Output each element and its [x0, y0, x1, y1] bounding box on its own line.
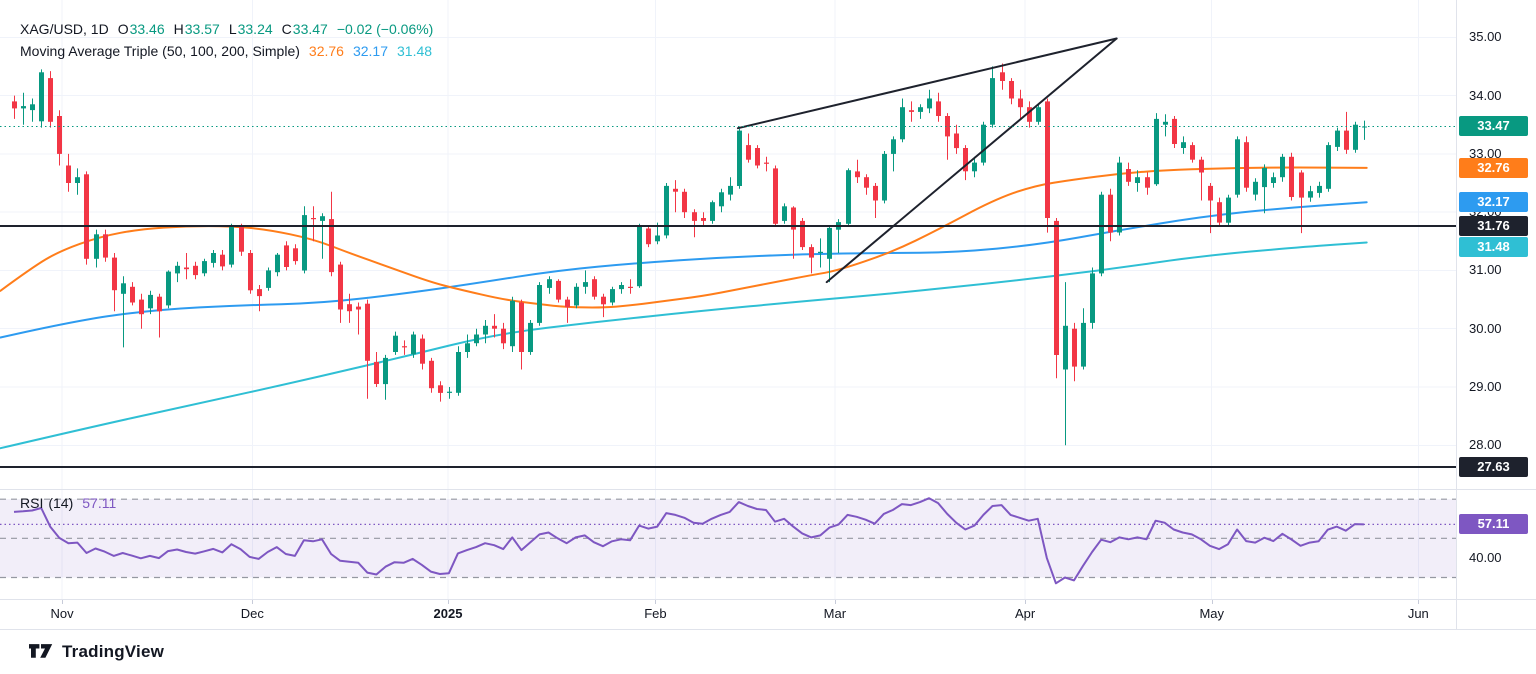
time-tick-label-may: May [1199, 606, 1224, 621]
open-value: 33.46 [129, 21, 165, 37]
time-tick-label-apr: Apr [1014, 606, 1036, 621]
rsi-value: 57.11 [82, 495, 117, 511]
open-item: O 33.46 [118, 21, 165, 37]
ma-indicator-title[interactable]: Moving Average Triple (50, 100, 200, Sim… [20, 43, 300, 59]
tradingview-attribution[interactable]: TradingView [29, 642, 164, 662]
high-value: 33.57 [184, 21, 220, 37]
low-label: L [228, 21, 237, 37]
month-gridlines [61, 0, 1419, 599]
time-tick-label-nov: Nov [50, 606, 74, 621]
price-tick-label: 28.00 [1469, 437, 1502, 453]
symbol-title[interactable]: XAG/USD, 1D [20, 21, 109, 37]
rsi-indicator-title[interactable]: RSI [20, 495, 44, 511]
trendline-upper[interactable] [736, 37, 1118, 130]
trendline-lower[interactable] [825, 37, 1118, 284]
time-tick-label-feb: Feb [644, 606, 667, 621]
price-tick-label: 35.00 [1469, 29, 1502, 45]
pane-borders [0, 0, 1536, 630]
price-tick-label: 30.00 [1469, 320, 1502, 336]
ma100-line [0, 201, 1368, 339]
price-badge-31-76: 31.76 [1459, 216, 1528, 237]
high-label: H [173, 21, 184, 37]
high-item: H 33.57 [174, 21, 220, 37]
ma200-line [0, 241, 1368, 450]
low-value: 33.24 [237, 21, 273, 37]
price-tick-label: 33.00 [1469, 145, 1502, 161]
time-tick-label-mar: Mar [823, 606, 847, 621]
low-item: L 33.24 [229, 21, 273, 37]
time-tick-label-jun: Jun [1407, 606, 1429, 621]
symbol-legend-row: XAG/USD, 1D O 33.46 H 33.57 L 33.24 C 33.47 … [20, 21, 433, 37]
time-tick-label-dec: Dec [240, 606, 264, 621]
price-badge-33-47: 33.47 [1459, 116, 1528, 137]
rsi-line [13, 497, 1364, 585]
price-tick-label: 29.00 [1469, 379, 1502, 394]
ma50-line [0, 166, 1368, 309]
rsi-tick-label: 40.00 [1469, 549, 1502, 565]
ma50-value: 32.76 [308, 43, 344, 59]
horizontal-price-lines[interactable] [0, 225, 1456, 468]
close-label: C [281, 21, 292, 37]
time-tick-marks [62, 600, 1419, 604]
rsi-legend-row: RSI (14) 57.11 [20, 495, 116, 511]
rsi-badge: 57.11 [1459, 514, 1528, 535]
price-tick-label: 31.00 [1469, 262, 1502, 278]
rsi-params: (14) [48, 495, 74, 511]
change-value: −0.02 (−0.06%) [336, 21, 434, 37]
close-value: 33.47 [292, 21, 328, 37]
price-badge-32-76: 32.76 [1459, 157, 1528, 178]
tradingview-logo-icon [29, 643, 53, 658]
time-tick-label-2025: 2025 [433, 606, 463, 621]
rsi-guide-lines [0, 498, 1456, 579]
open-label: O [117, 21, 129, 37]
ma200-value: 31.48 [397, 43, 433, 59]
ma100-value: 32.17 [352, 43, 388, 59]
price-badge-31-48: 31.48 [1459, 237, 1528, 258]
price-badge-32-17: 32.17 [1459, 192, 1528, 213]
price-gridlines [0, 36, 1456, 446]
candlestick-series [12, 63, 1367, 446]
ma-legend-row: Moving Average Triple (50, 100, 200, Sim… [20, 43, 432, 59]
price-tick-label: 34.00 [1469, 87, 1502, 103]
price-badge-27-63: 27.63 [1459, 456, 1528, 477]
close-item: C 33.47 [282, 21, 328, 37]
tradingview-wordmark: TradingView [62, 642, 165, 661]
